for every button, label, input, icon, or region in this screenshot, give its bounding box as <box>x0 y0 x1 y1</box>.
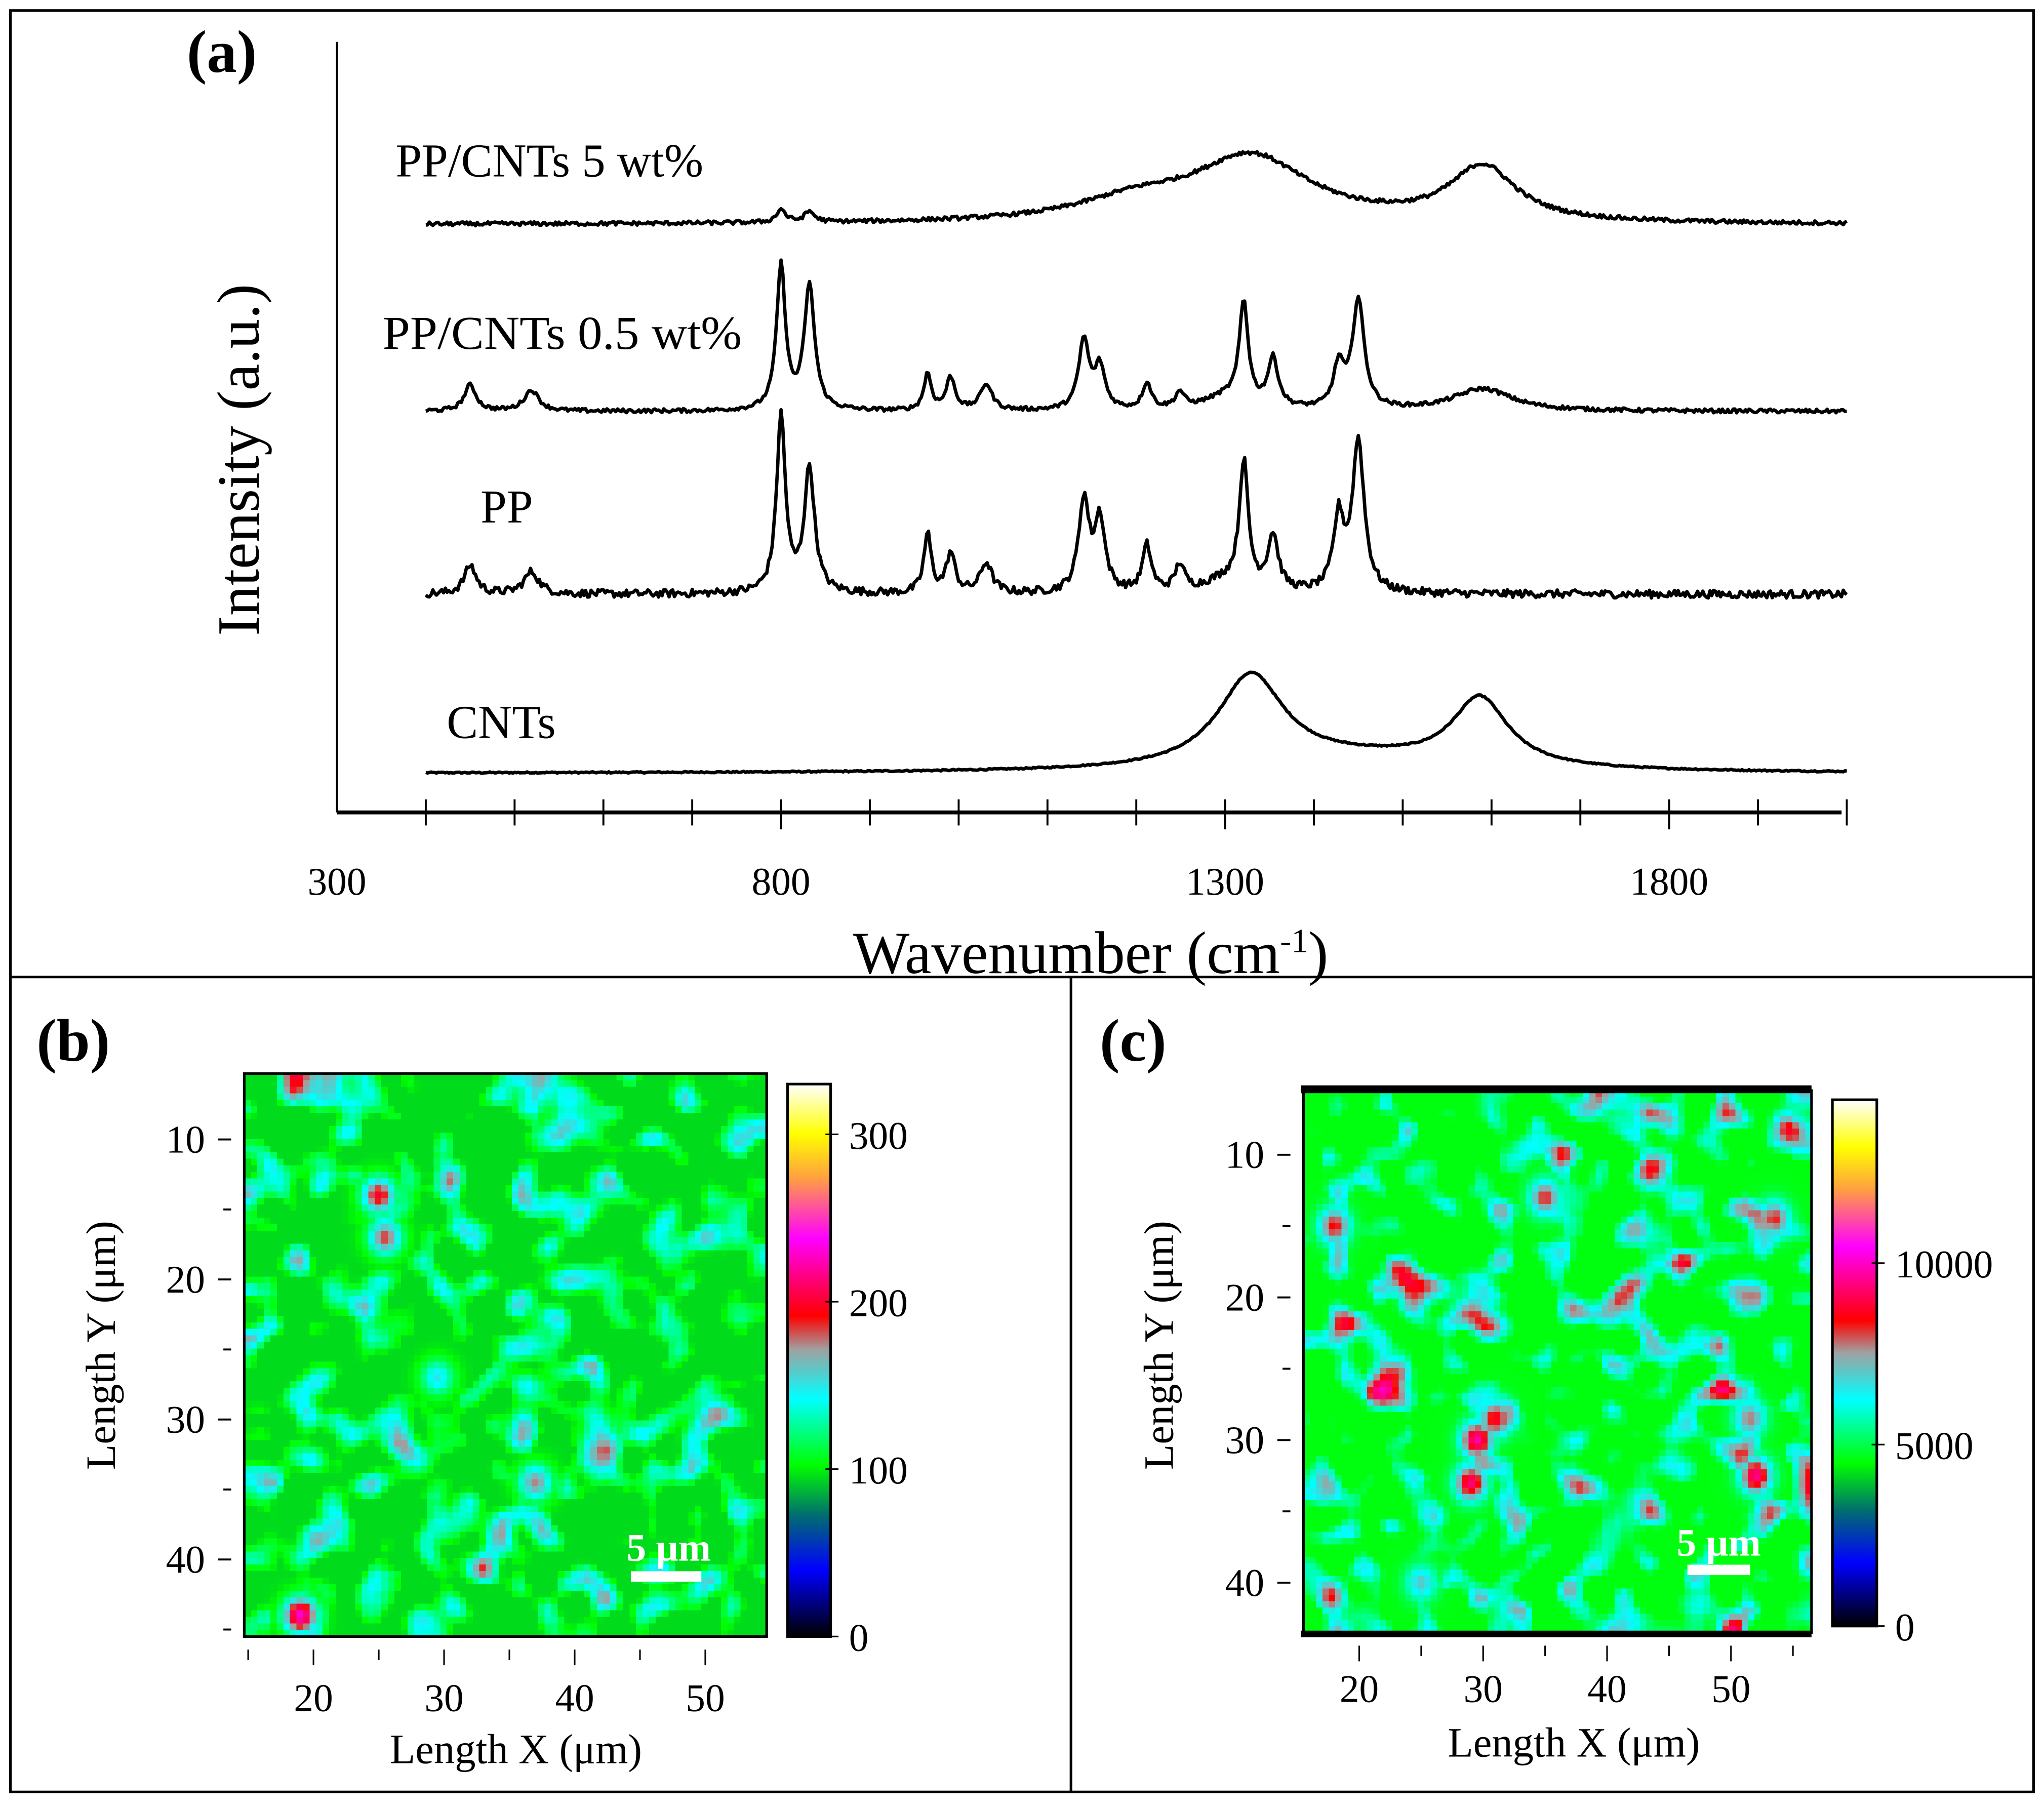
x-ticks <box>424 799 1848 830</box>
y-tick-label: 20 <box>166 1258 205 1301</box>
colorbar-tick-label: 300 <box>849 1114 908 1157</box>
y-tick-label: 10 <box>166 1117 205 1161</box>
intensity-map-c <box>1303 1091 1812 1633</box>
x-axis-title-c: Length X (μm) <box>1448 1719 1700 1766</box>
map-border <box>243 1072 768 1638</box>
x-axis-title-superscript: -1 <box>1280 922 1308 960</box>
colorbar-c <box>1831 1098 1878 1628</box>
series-label-cnts: CNTs <box>447 697 555 749</box>
figure-border <box>9 9 2035 1793</box>
x-tick-label: 50 <box>1711 1667 1750 1710</box>
panel-label-c: (c) <box>1100 1007 1167 1074</box>
y-tick-label: 30 <box>1225 1418 1264 1462</box>
intensity-map-b <box>244 1073 767 1637</box>
spectrum-line-pp-cnts-5-wt- <box>425 150 1848 228</box>
colorbar-tick-label: 5000 <box>1895 1424 1974 1468</box>
x-tick-label: 30 <box>1464 1667 1503 1710</box>
spectrum-line-cnts <box>425 670 1847 775</box>
x-tick-label: 1300 <box>1186 860 1264 903</box>
x-axis-title-main: Wavenumber (cm <box>853 919 1280 986</box>
map-panel-b: (b) 20 30 40 50 10 20 30 40 0 100 200 300 Length X… <box>36 1007 908 1773</box>
scale-bar-c <box>1687 1564 1750 1576</box>
x-tick-label: 300 <box>307 860 366 903</box>
y-axis-title: Intensity (a.u.) <box>205 284 272 636</box>
series-label-pp: PP <box>480 481 533 533</box>
y-tick-label: 40 <box>1225 1561 1264 1604</box>
spectrum-line-pp <box>424 408 1848 600</box>
colorbar-tick-label: 0 <box>849 1616 869 1660</box>
scale-bar-b <box>630 1571 702 1582</box>
y-axis-title-b: Length Y (μm) <box>77 1221 124 1470</box>
colorbar-tick-label: 10000 <box>1895 1242 1993 1286</box>
x-tick-labels: 300 800 1300 1800 <box>307 860 1708 903</box>
spectra <box>424 150 1848 775</box>
x-axis-title-close: ) <box>1308 919 1329 986</box>
y-axis-title-c: Length Y (μm) <box>1135 1221 1182 1470</box>
x-tick-label: 20 <box>1340 1667 1379 1710</box>
panel-label-b: (b) <box>36 1007 110 1074</box>
x-axis-title-b: Length X (μm) <box>390 1726 642 1773</box>
y-tick-label: 40 <box>166 1538 205 1581</box>
map-panel-c: (c) 20 30 40 50 10 20 30 40 0 5000 10000 Length X… <box>1100 1007 1993 1766</box>
y-tick-label: 20 <box>1225 1275 1264 1319</box>
y-tick-label: 30 <box>166 1397 205 1441</box>
x-tick-label: 40 <box>1587 1667 1626 1710</box>
map-axes-c: 20 30 40 50 10 20 30 40 <box>1225 1133 1794 1710</box>
map-axes-b: 20 30 40 50 10 20 30 40 <box>166 1117 725 1719</box>
colorbar-tick-label: 200 <box>849 1281 908 1324</box>
raman-spectra-panel: (a) 300 800 1300 1800 Wavenumber (cm-1) … <box>187 18 1848 986</box>
x-tick-label: 800 <box>752 860 811 903</box>
colorbar-labels-c: 0 5000 10000 <box>1871 1242 1993 1649</box>
y-tick-label: 10 <box>1225 1133 1264 1177</box>
x-tick-label: 30 <box>424 1676 463 1719</box>
x-tick-label: 1800 <box>1630 860 1708 903</box>
x-tick-label: 50 <box>686 1676 725 1719</box>
scale-bar-label-c: 5 μm <box>1677 1520 1761 1564</box>
series-label-cnt5: PP/CNTs 5 wt% <box>396 135 704 187</box>
colorbar-b <box>786 1082 832 1638</box>
panel-label-a: (a) <box>187 18 257 85</box>
x-tick-label: 40 <box>555 1676 594 1719</box>
colorbar-tick-label: 100 <box>849 1449 908 1492</box>
x-tick-label: 20 <box>294 1676 333 1719</box>
x-axis-title: Wavenumber (cm-1) <box>853 919 1328 986</box>
series-label-cnt05: PP/CNTs 0.5 wt% <box>383 307 742 359</box>
spectrum-line-pp-cnts-0-5-wt- <box>425 258 1847 415</box>
colorbar-tick-label: 0 <box>1895 1605 1915 1649</box>
scale-bar-label-b: 5 μm <box>627 1526 711 1570</box>
colorbar-labels-b: 0 100 200 300 <box>825 1114 908 1660</box>
